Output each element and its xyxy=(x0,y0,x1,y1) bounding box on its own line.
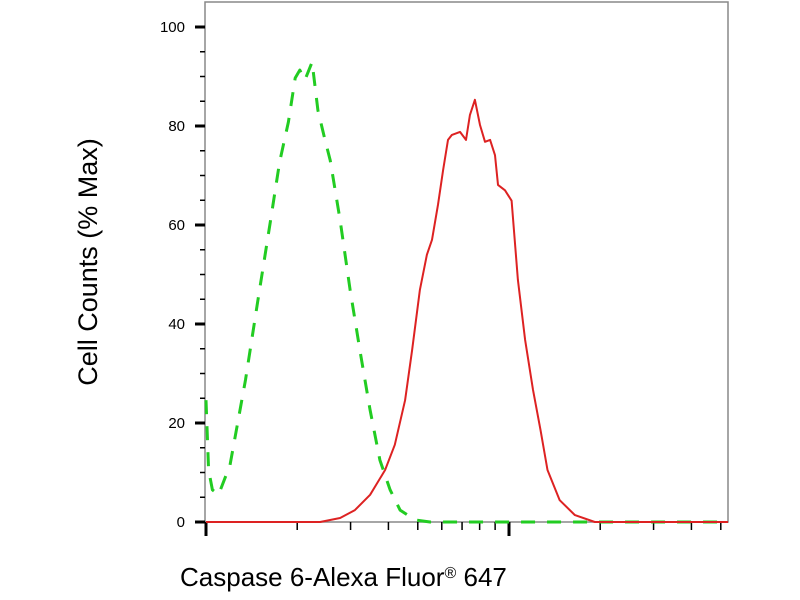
y-tick-label: 60 xyxy=(168,217,185,234)
y-tick-label: 80 xyxy=(168,118,185,135)
registered-mark: ® xyxy=(444,565,457,582)
x-axis-label: Caspase 6-Alexa Fluor® 647 xyxy=(180,562,507,593)
x-axis-label-tail: 647 xyxy=(456,562,507,592)
y-tick-label: 40 xyxy=(168,316,185,333)
y-tick-label: 100 xyxy=(160,19,185,36)
y-axis-label: Cell Counts (% Max) xyxy=(73,138,103,386)
x-axis-label-main: Caspase 6-Alexa Fluor xyxy=(180,562,445,592)
y-tick-label: 0 xyxy=(177,514,185,531)
plot-frame xyxy=(204,1,729,523)
sample-curve xyxy=(206,98,728,523)
y-tick-label: 20 xyxy=(168,415,185,432)
